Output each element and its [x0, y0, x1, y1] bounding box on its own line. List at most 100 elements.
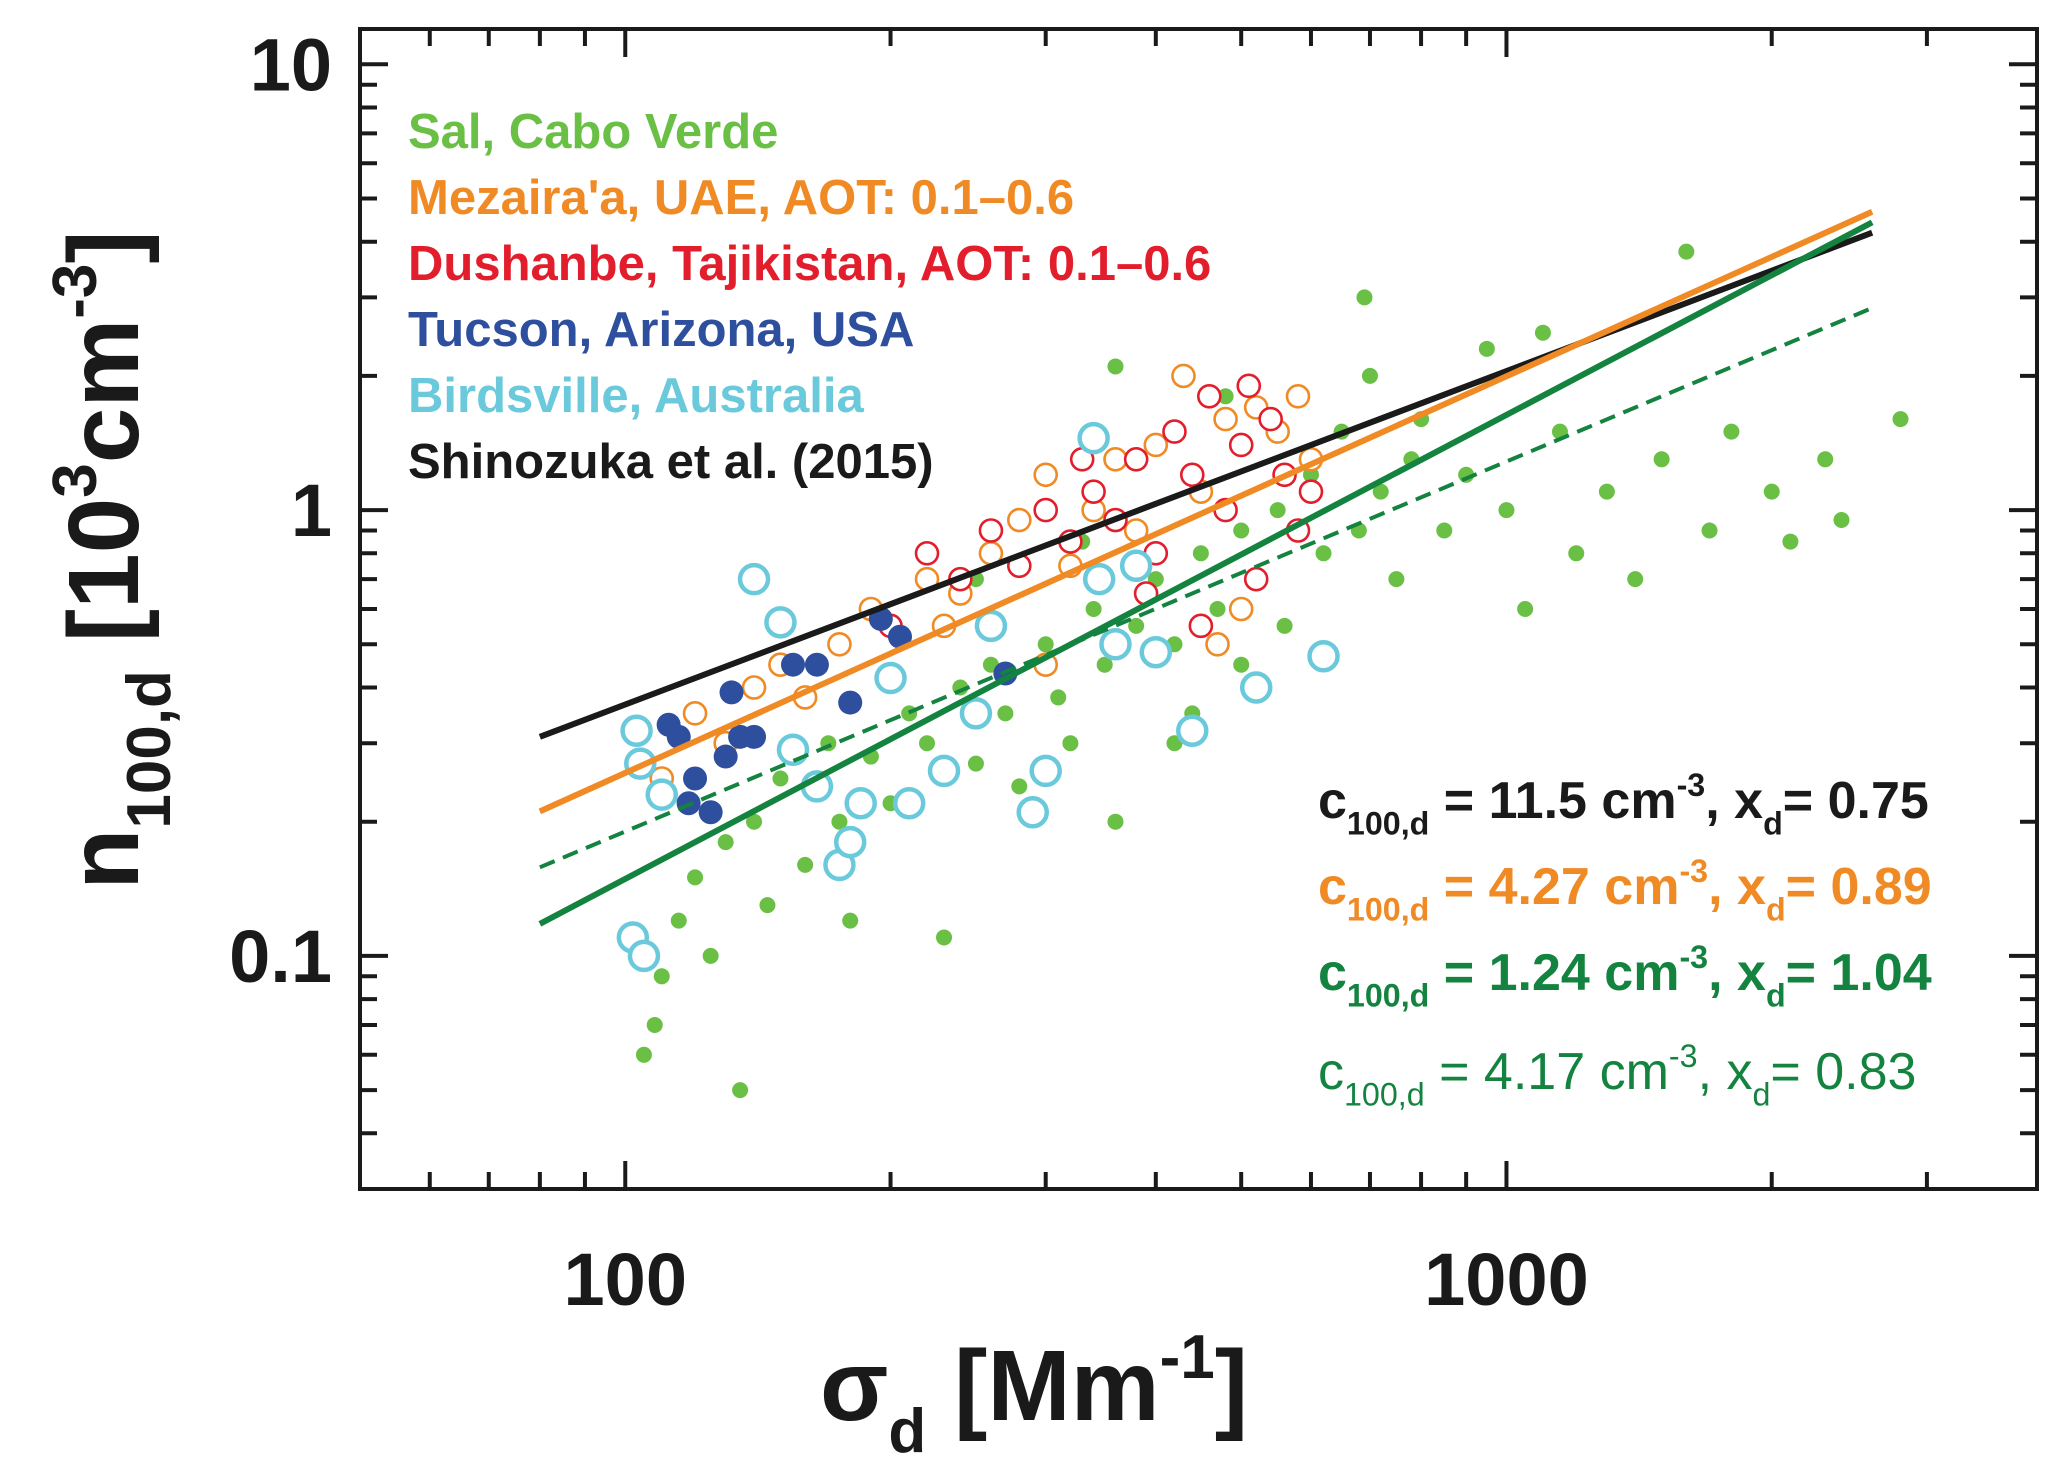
- annotation-part: d: [1752, 1077, 1770, 1113]
- annotation: c100,d = 1.24 cm-3, xd= 1.04: [1318, 939, 1932, 1013]
- data-point: [670, 912, 687, 929]
- data-point: [1037, 636, 1054, 653]
- annotation-part: , x: [1708, 944, 1766, 1002]
- annotation-part: = 4.27 cm: [1429, 858, 1679, 916]
- data-point: [804, 652, 829, 677]
- data-point: [1243, 566, 1269, 592]
- data-point: [919, 735, 936, 752]
- data-point: [698, 800, 723, 825]
- data-point: [887, 624, 912, 649]
- y-axis-label-part: n: [48, 829, 160, 890]
- data-point: [1598, 483, 1615, 500]
- data-point: [1062, 735, 1079, 752]
- fit-line: [538, 219, 1874, 927]
- data-point: [1107, 813, 1124, 830]
- data-point: [797, 856, 814, 873]
- y-axis-label-part: -3: [41, 264, 110, 319]
- annotation-part: c: [1318, 1043, 1344, 1101]
- data-point: [959, 697, 993, 730]
- annotation-part: = 0.83: [1770, 1043, 1916, 1101]
- data-point: [1205, 631, 1230, 657]
- y-axis-label-part: ]: [48, 230, 160, 263]
- annotation-part: -3: [1679, 939, 1708, 975]
- data-point: [1107, 358, 1124, 375]
- x-axis-label-part: -1: [1160, 1323, 1215, 1392]
- data-point: [1478, 340, 1495, 357]
- data-point: [936, 929, 953, 946]
- data-point: [764, 606, 797, 639]
- data-point: [1123, 447, 1149, 472]
- annotation-part: = 1.04: [1786, 944, 1932, 1002]
- data-point: [1782, 533, 1799, 550]
- data-point: [1082, 562, 1116, 596]
- data-point: [1678, 243, 1695, 260]
- y-axis-label-part: 3: [41, 463, 110, 497]
- data-point: [683, 766, 708, 791]
- data-point: [1233, 522, 1250, 539]
- data-point: [1188, 613, 1214, 639]
- data-point: [927, 754, 961, 788]
- data-point: [1315, 545, 1332, 562]
- y-axis-label: n100,d [103cm-3]: [41, 230, 184, 889]
- fit-line: [538, 229, 1874, 740]
- data-point: [914, 541, 940, 566]
- data-point: [732, 1082, 749, 1099]
- data-point: [653, 968, 670, 985]
- data-point: [1258, 406, 1283, 432]
- x-axis-label-part: d: [888, 1397, 926, 1466]
- y-axis-label-part: [10: [48, 498, 160, 670]
- data-point: [1033, 462, 1059, 488]
- data-point: [746, 813, 763, 830]
- y-axis-label-part: 100,d: [115, 670, 184, 829]
- data-point: [1436, 522, 1453, 539]
- annotation-part: -3: [1677, 767, 1706, 803]
- data-point: [1011, 778, 1028, 795]
- data-point: [1498, 502, 1515, 519]
- legend-entry: Tucson, Arizona, USA: [408, 303, 914, 357]
- data-point: [1033, 497, 1059, 523]
- data-point: [1143, 432, 1169, 458]
- data-point: [1139, 635, 1173, 669]
- data-point: [737, 562, 771, 596]
- annotation-part: 100,d: [1347, 978, 1429, 1014]
- x-axis-label-part: σ: [820, 1330, 888, 1442]
- annotation-part: d: [1763, 806, 1783, 842]
- ticks: [360, 29, 2037, 1189]
- data-point: [1627, 571, 1644, 588]
- annotation-part: 100,d: [1347, 892, 1429, 928]
- data-point: [1016, 796, 1049, 829]
- data-point: [1128, 617, 1145, 634]
- legend-entry: Sal, Cabo Verde: [408, 105, 778, 159]
- data-point: [719, 680, 744, 705]
- data-point: [1517, 601, 1534, 617]
- y-axis-label-part: cm: [48, 319, 160, 464]
- data-point: [1298, 479, 1324, 504]
- data-point: [1029, 754, 1062, 788]
- x-axis-label: σd [Mm-1]: [820, 1323, 1248, 1466]
- data-point: [702, 947, 719, 964]
- data-point: [874, 661, 907, 695]
- annotation-part: = 11.5 cm: [1429, 772, 1676, 830]
- data-point: [831, 813, 848, 830]
- annotation-part: = 0.75: [1783, 772, 1929, 830]
- data-point: [974, 609, 1008, 643]
- legend-entry: Birdsville, Australia: [408, 369, 864, 423]
- data-point: [1050, 689, 1067, 706]
- y-tick-label: 0.1: [229, 915, 332, 998]
- annotation: c100,d = 11.5 cm-3, xd= 0.75: [1318, 767, 1929, 841]
- data-point: [838, 690, 863, 715]
- data-point: [1534, 324, 1551, 341]
- annotation-part: = 0.89: [1786, 858, 1932, 916]
- x-axis-label-part: [Mm: [926, 1330, 1159, 1442]
- data-point: [892, 786, 926, 820]
- data-point: [646, 1016, 663, 1033]
- points: [616, 243, 1909, 1099]
- data-point: [645, 778, 678, 811]
- data-point: [1276, 617, 1293, 634]
- data-point: [1196, 383, 1222, 409]
- data-point: [1233, 656, 1250, 673]
- data-point: [1833, 512, 1850, 529]
- data-point: [635, 1046, 652, 1063]
- data-point: [742, 724, 767, 749]
